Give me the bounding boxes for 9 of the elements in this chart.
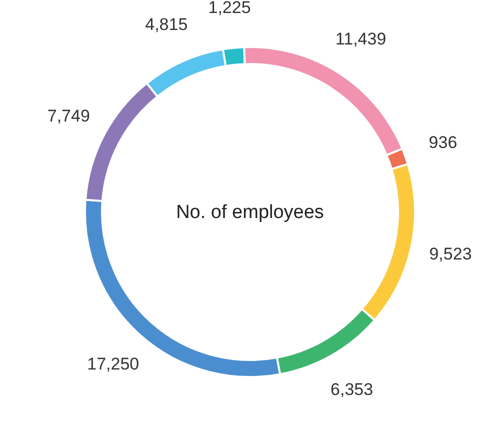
data-label: 4,815	[145, 14, 188, 34]
data-label: 936	[428, 132, 458, 152]
data-label: 1,225	[208, 0, 251, 18]
text: No. of employees	[176, 202, 324, 223]
data-label: 17,250	[87, 354, 140, 374]
data-label: 7,749	[47, 106, 90, 126]
data-label: 6,353	[330, 380, 374, 399]
data-label: 9,523	[429, 244, 472, 264]
data-label: 11,439	[335, 30, 386, 49]
